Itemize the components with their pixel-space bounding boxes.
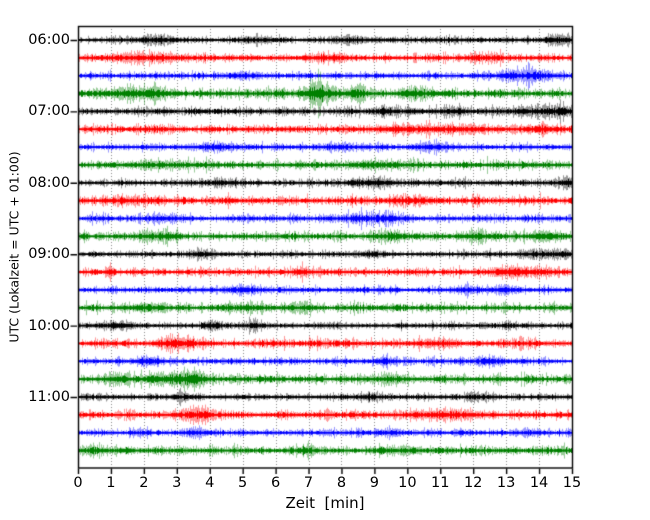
x-tick-label: 1 [106,475,116,491]
x-tick-label: 14 [529,475,549,491]
y-tick-label: 08:00 [28,174,70,191]
y-tick-label: 06:00 [28,32,70,48]
x-tick-label: 13 [496,475,516,491]
x-tick-label: 0 [73,475,83,491]
x-tick-label: 4 [205,475,215,491]
x-tick-label: 7 [303,475,314,491]
x-tick-label: 10 [398,475,417,491]
x-axis-label: Zeit [min] [285,494,365,512]
x-tick-label: 3 [172,475,182,491]
x-tick-label: 5 [238,475,248,491]
x-tick-label: 2 [139,475,149,491]
x-tick-label: 9 [369,475,380,491]
x-tick-label: 8 [336,475,347,491]
x-tick-label: 6 [270,475,281,491]
x-tick-label: 15 [562,475,582,491]
x-tick-label: 12 [463,475,483,491]
y-tick-label: 07:00 [28,103,70,120]
y-tick-label: 10:00 [28,317,70,334]
y-tick-label: 09:00 [28,246,70,263]
y-tick-label: 11:00 [28,389,70,405]
x-tick-label: 11 [431,475,450,491]
